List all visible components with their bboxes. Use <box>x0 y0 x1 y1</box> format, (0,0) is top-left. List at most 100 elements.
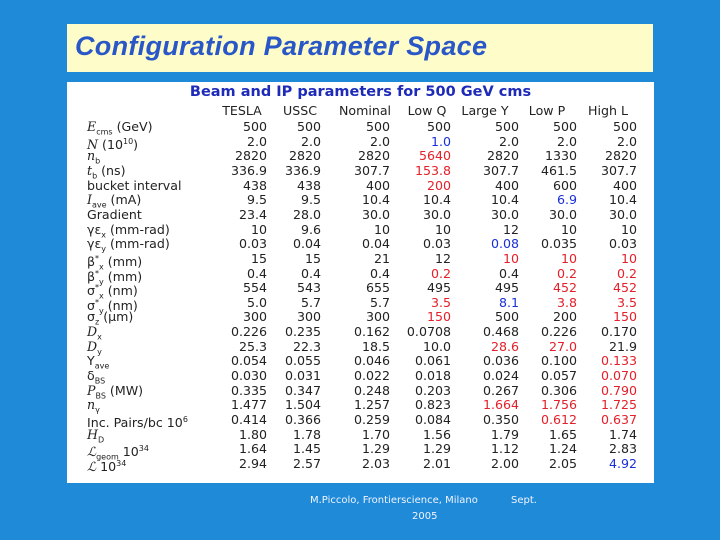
footer-credit: M.Piccolo, Frontierscience, Milano <box>310 495 478 506</box>
table-cell: 2.03 <box>361 455 390 471</box>
table-cell: 0.259 <box>353 412 390 427</box>
table-cell: 307.7 <box>600 162 637 178</box>
table-cell: 10.4 <box>422 192 451 208</box>
column-header: Nominal <box>338 103 392 118</box>
table-cell: 0.018 <box>414 368 451 384</box>
footer-month: Sept. <box>511 495 537 506</box>
table-cell: 27.0 <box>548 338 577 354</box>
row-label: β*x (mm) <box>87 253 143 272</box>
table-cell: 5640 <box>418 148 451 164</box>
table-cell: 0.08 <box>490 236 519 252</box>
table-cell: 336.9 <box>284 162 321 178</box>
row-label: Υave <box>87 353 110 371</box>
table-cell: 0.03 <box>238 236 267 252</box>
table-cell: 0.226 <box>540 324 577 340</box>
table-cell: 153.8 <box>414 162 451 178</box>
table-cell: 0.055 <box>284 353 321 369</box>
table-cell: 5.0 <box>246 294 267 310</box>
table-cell: 0.347 <box>284 382 321 398</box>
table-cell: 10 <box>250 221 267 237</box>
table-cell: 2.05 <box>548 455 577 471</box>
table-cell: 600 <box>552 177 577 193</box>
table-cell: 21.9 <box>608 338 637 354</box>
column-header: Low Q <box>407 103 447 118</box>
table-heading: Beam and IP parameters for 500 GeV cms <box>189 84 532 100</box>
table-cell: 0.350 <box>482 412 519 427</box>
column-header: TESLA <box>222 103 262 118</box>
row-label: σ*x (nm) <box>87 283 138 301</box>
table-cell: 10 <box>620 221 637 237</box>
table-cell: 2.94 <box>238 455 267 471</box>
table-cell: 1330 <box>544 148 577 164</box>
table-cell: 0.203 <box>414 382 451 398</box>
table-cell: 30.0 <box>608 206 637 222</box>
table-cell: 0.022 <box>353 368 390 384</box>
table-cell: 438 <box>242 177 267 193</box>
table-cell: 2.83 <box>608 441 637 457</box>
table-cell: 461.5 <box>540 162 577 178</box>
row-label: γεy (mm-rad) <box>87 236 170 254</box>
row-label: β*y (mm) <box>87 268 143 287</box>
table-cell: 300 <box>242 309 267 325</box>
table-cell: 0.335 <box>230 382 267 398</box>
table-cell: 0.235 <box>284 324 321 340</box>
footer-year: 2005 <box>412 511 438 522</box>
row-label: N (1010) <box>87 136 139 152</box>
table-cell: 2.0 <box>498 133 519 149</box>
table-cell: 1.70 <box>361 426 390 442</box>
table-cell: 500 <box>426 119 451 134</box>
table-cell: 1.664 <box>482 397 519 413</box>
column-header: Low P <box>528 103 566 118</box>
table-cell: 0.031 <box>284 368 321 384</box>
table-cell: 0.2 <box>430 265 451 281</box>
table-cell: 500 <box>296 119 321 134</box>
table-cell: 495 <box>494 280 519 296</box>
table-cell: 8.1 <box>498 294 519 310</box>
table-cell: 30.0 <box>361 206 390 222</box>
column-header: USSC <box>283 103 317 118</box>
slide-title: Configuration Parameter Space <box>75 31 488 61</box>
table-cell: 500 <box>494 309 519 325</box>
table-cell: 10.4 <box>490 192 519 208</box>
table-cell: 9.6 <box>300 221 321 237</box>
table-cell: 2.0 <box>369 133 390 149</box>
table-cell: 0.03 <box>422 236 451 252</box>
table-cell: 500 <box>494 119 519 134</box>
table-cell: 300 <box>296 309 321 325</box>
table-cell: 28.0 <box>292 206 321 222</box>
table-cell: 400 <box>612 177 637 193</box>
table-cell: 10 <box>560 221 577 237</box>
table-cell: 6.9 <box>556 192 577 208</box>
table-cell: 30.0 <box>490 206 519 222</box>
table-cell: 1.56 <box>422 426 451 442</box>
table-cell: 21 <box>373 250 390 266</box>
table-cell: 1.12 <box>490 441 519 457</box>
table-cell: 0.170 <box>600 324 637 340</box>
table-cell: 307.7 <box>482 162 519 178</box>
table-cell: 543 <box>296 280 321 296</box>
row-label: tb (ns) <box>87 162 126 181</box>
column-header: High L <box>588 103 628 118</box>
table-cell: 554 <box>242 280 267 296</box>
table-cell: 10 <box>434 221 451 237</box>
table-cell: 9.5 <box>300 192 321 208</box>
table-cell: 1.756 <box>540 397 577 413</box>
table-cell: 495 <box>426 280 451 296</box>
table-cell: 1.29 <box>361 441 390 457</box>
table-cell: 1.64 <box>238 441 267 457</box>
row-label: Ecms (GeV) <box>87 119 153 137</box>
table-cell: 500 <box>552 119 577 134</box>
table-cell: 2.00 <box>490 455 519 471</box>
table-cell: 0.04 <box>292 236 321 252</box>
table-cell: 0.267 <box>482 382 519 398</box>
table-cell: 2820 <box>288 148 321 164</box>
title-bar: Configuration Parameter Space <box>67 24 653 72</box>
row-label: Inc. Pairs/bc 106 <box>87 415 188 431</box>
row-label: Dy <box>87 338 102 357</box>
table-cell: 500 <box>365 119 390 134</box>
table-cell: 1.725 <box>600 397 637 413</box>
table-cell: 1.257 <box>353 397 390 413</box>
table-cell: 0.4 <box>246 265 267 281</box>
table-cell: 3.5 <box>430 294 451 310</box>
table-cell: 0.468 <box>482 324 519 340</box>
